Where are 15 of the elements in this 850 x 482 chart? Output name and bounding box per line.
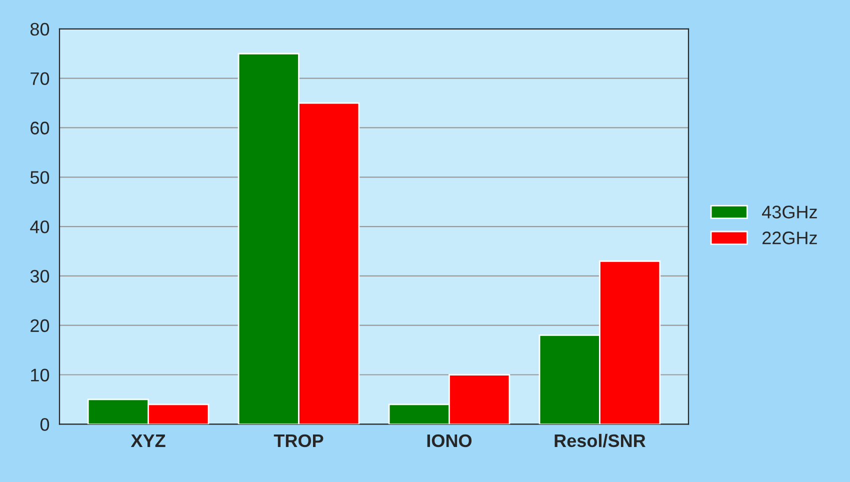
legend-label: 22GHz (762, 232, 817, 244)
y-tick-label: 80 (30, 22, 50, 36)
y-tick-label: 40 (30, 220, 50, 234)
x-tick-label: TROP (274, 434, 324, 448)
y-tick-label: 60 (30, 122, 50, 134)
y-tick-label: 30 (30, 270, 50, 283)
x-tick-label: Resol/SNR (554, 434, 646, 448)
x-tick-label: IONO (427, 434, 472, 448)
y-tick-label: 70 (30, 72, 50, 86)
x-tick-label: XYZ (130, 434, 166, 447)
y-tick-label: 0 (40, 418, 50, 431)
legend-label: 43GHz (762, 206, 817, 218)
y-tick-label: 50 (30, 171, 50, 184)
y-tick-label: 10 (31, 368, 50, 382)
y-tick-label: 20 (30, 319, 50, 332)
